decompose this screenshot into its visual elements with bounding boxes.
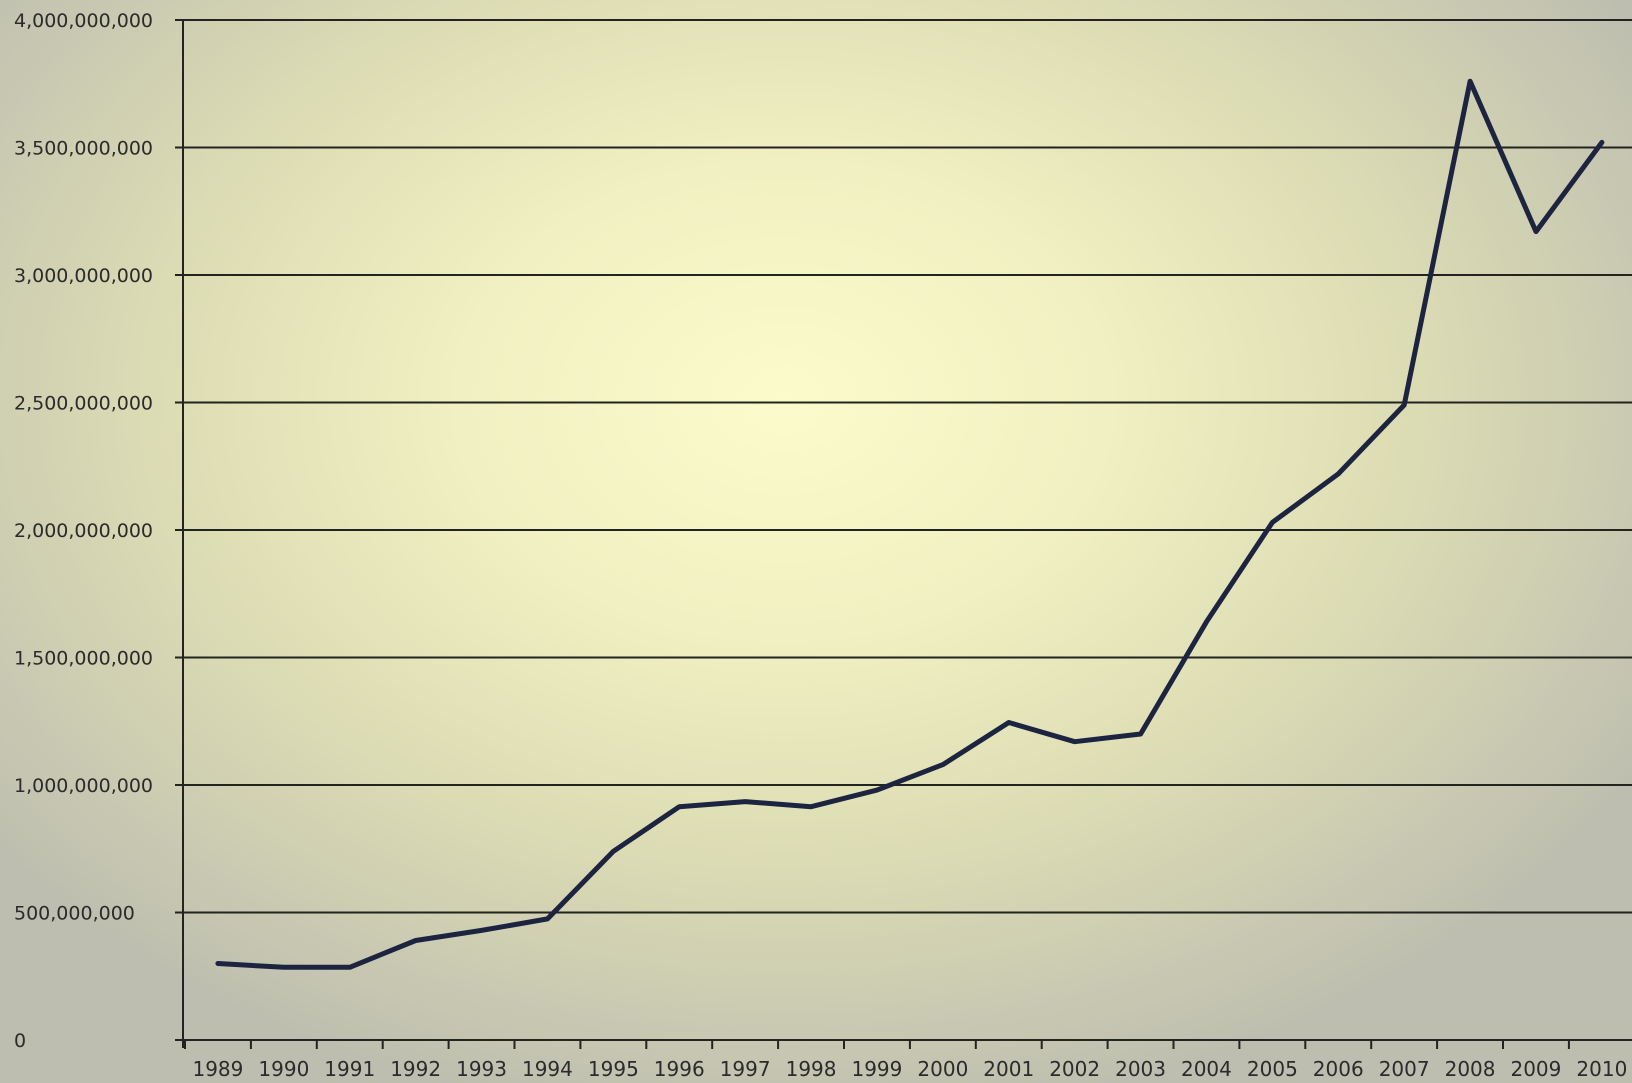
y-tick-label: 1,500,000,000 [14, 648, 153, 670]
x-tick-label: 1990 [258, 1057, 309, 1081]
y-tick-label: 500,000,000 [14, 903, 135, 925]
series-line [215, 78, 1605, 970]
x-tick-label: 1994 [522, 1057, 573, 1081]
x-tick-label: 2000 [917, 1057, 968, 1081]
x-tick-label: 2002 [1049, 1057, 1100, 1081]
x-tick-label: 1997 [720, 1057, 771, 1081]
x-tick-label: 2007 [1379, 1057, 1430, 1081]
x-tick-label: 2009 [1510, 1057, 1561, 1081]
x-tick-label: 1998 [786, 1057, 837, 1081]
x-axis-tick-labels: 1989 1990 1991 1992 1993 1994 1995 1996 1997 1998… [192, 1057, 1627, 1081]
y-tick-label: 1,000,000,000 [14, 775, 153, 797]
x-tick-label: 2006 [1313, 1057, 1364, 1081]
x-tick-label: 1993 [456, 1057, 507, 1081]
x-tick-label: 1991 [324, 1057, 375, 1081]
series-layer [215, 78, 1605, 970]
x-tick-label: 1992 [390, 1057, 441, 1081]
x-tick-label: 1995 [588, 1057, 639, 1081]
x-tick-label: 2003 [1115, 1057, 1166, 1081]
y-tick-label: 3,000,000,000 [14, 265, 153, 287]
y-tick-label: 2,000,000,000 [14, 520, 153, 542]
x-tick-label: 2004 [1181, 1057, 1232, 1081]
y-tick-label: 3,500,000,000 [14, 138, 153, 160]
x-tick-label: 2005 [1247, 1057, 1298, 1081]
x-tick-label: 2001 [983, 1057, 1034, 1081]
y-tick-label: 0 [14, 1030, 26, 1052]
axes [175, 19, 1632, 1049]
x-tick-label: 1989 [192, 1057, 243, 1081]
gridlines [183, 19, 1632, 914]
y-axis-tick-labels: 0 500,000,000 1,000,000,000 1,500,000,000 2,… [14, 10, 153, 1052]
y-tick-label: 2,500,000,000 [14, 393, 153, 415]
x-tick-label: 2010 [1576, 1057, 1627, 1081]
x-tick-label: 1999 [851, 1057, 902, 1081]
x-tick-label: 2008 [1445, 1057, 1496, 1081]
x-tick-label: 1996 [654, 1057, 705, 1081]
y-tick-label: 4,000,000,000 [14, 10, 153, 32]
